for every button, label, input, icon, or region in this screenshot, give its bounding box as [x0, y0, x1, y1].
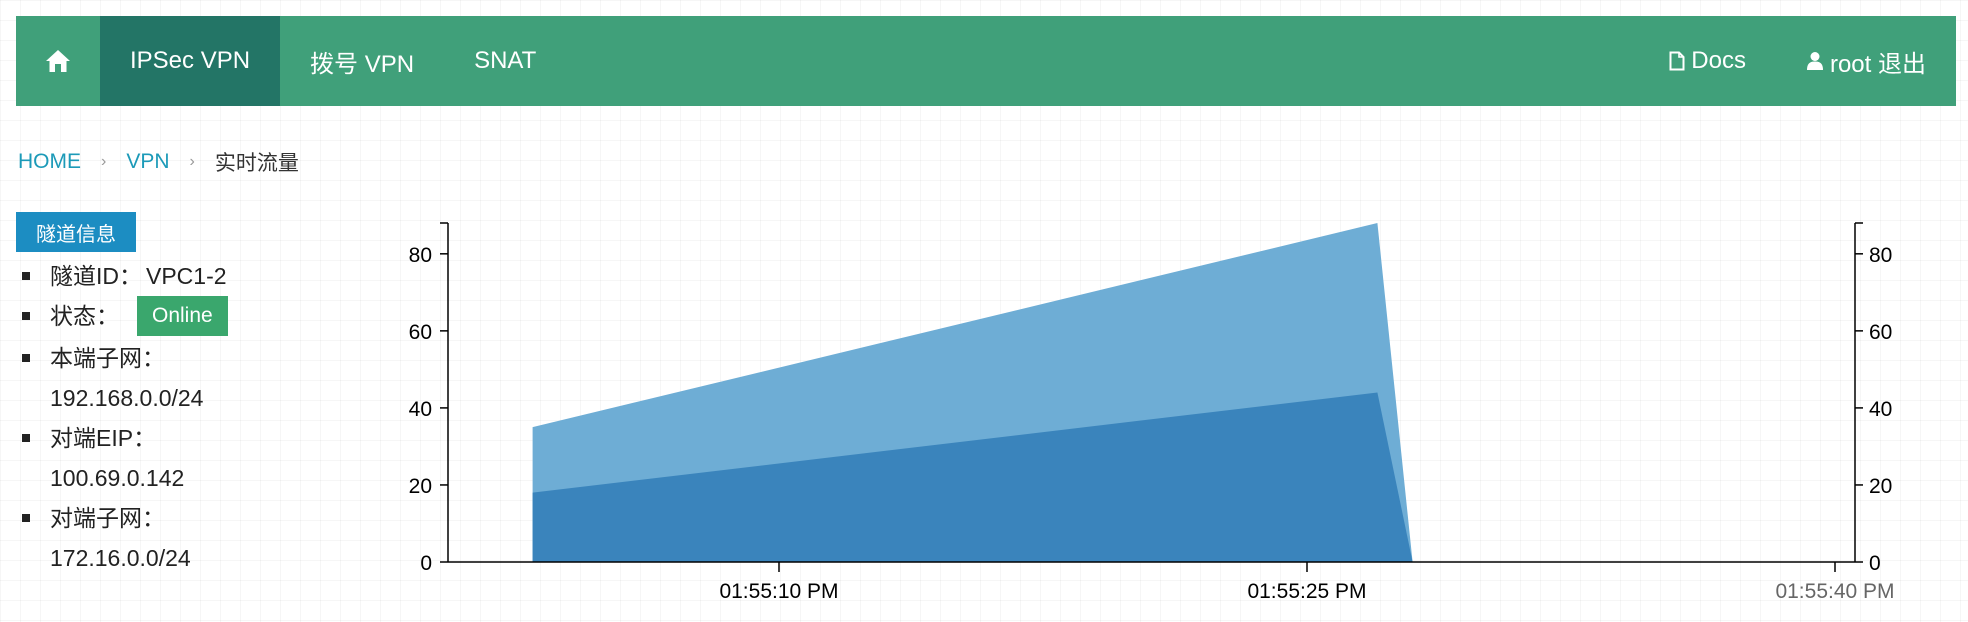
tunnel-id-item: 隧道ID： VPC1-2 — [20, 256, 228, 296]
y-tick-label-left: 20 — [409, 475, 432, 498]
docs-label: Docs — [1691, 47, 1746, 74]
local-subnet-value: 192.168.0.0/24 — [50, 384, 204, 411]
breadcrumb: HOME › VPN › 实时流量 — [18, 147, 299, 177]
x-tick-label: 01:55:40 PM — [1775, 580, 1894, 603]
top-navbar: IPSec VPN 拨号 VPN SNAT Docs root 退出 — [16, 16, 1956, 106]
y-tick-label-right: 0 — [1869, 552, 1881, 575]
document-icon — [1669, 51, 1685, 71]
local-subnet-label: 本端子网： — [50, 344, 165, 371]
breadcrumb-separator: › — [101, 153, 107, 170]
y-tick-label-right: 40 — [1869, 398, 1892, 421]
y-tick-label-left: 0 — [420, 552, 432, 575]
remote-subnet-value: 172.16.0.0/24 — [50, 544, 191, 571]
y-tick-label-right: 80 — [1869, 244, 1892, 267]
x-tick-label: 01:55:25 PM — [1247, 580, 1366, 603]
nav-item-ipsec-vpn[interactable]: IPSec VPN — [100, 16, 281, 106]
nav-user-logout[interactable]: root 退出 — [1776, 16, 1956, 106]
area-series-1 — [532, 392, 1413, 562]
y-tick-label-left: 80 — [409, 244, 432, 267]
user-logout-label: root 退出 — [1829, 50, 1926, 78]
breadcrumb-current: 实时流量 — [214, 152, 299, 175]
breadcrumb-home-link[interactable]: HOME — [18, 150, 81, 173]
tunnel-info-title: 隧道信息 — [16, 212, 136, 252]
tunnel-status-label: 状态： — [50, 303, 119, 329]
status-badge: Online — [137, 295, 228, 336]
nav-item-label: IPSec VPN — [130, 47, 251, 74]
user-icon — [1806, 52, 1823, 70]
nav-item-dial-vpn[interactable]: 拨号 VPN — [280, 16, 444, 106]
home-icon — [46, 50, 70, 72]
nav-item-snat[interactable]: SNAT — [444, 16, 566, 106]
y-tick-label-right: 20 — [1869, 475, 1892, 498]
tunnel-status-item: 状态： Online — [20, 295, 228, 338]
nav-item-label: 拨号 VPN — [310, 50, 415, 78]
nav-docs-link[interactable]: Docs — [1639, 16, 1776, 106]
tunnel-id-value: VPC1-2 — [146, 263, 227, 289]
remote-subnet-item: 对端子网： 172.16.0.0/24 — [20, 498, 228, 578]
remote-subnet-label: 对端子网： — [50, 504, 165, 531]
nav-item-label: SNAT — [474, 47, 537, 74]
y-tick-label-left: 60 — [409, 321, 432, 344]
y-tick-label-right: 60 — [1869, 321, 1892, 344]
x-tick-label: 01:55:10 PM — [719, 580, 838, 603]
breadcrumb-separator: › — [189, 153, 195, 170]
local-subnet-item: 本端子网： 192.168.0.0/24 — [20, 338, 228, 418]
remote-eip-value: 100.69.0.142 — [50, 464, 185, 491]
tunnel-info-list: 隧道ID： VPC1-2 状态： Online 本端子网： 192.168.0.0/… — [20, 256, 228, 578]
nav-home-button[interactable] — [16, 16, 100, 106]
remote-eip-item: 对端EIP： 100.69.0.142 — [20, 418, 228, 498]
y-tick-label-left: 40 — [409, 398, 432, 421]
tunnel-id-label: 隧道ID： — [50, 263, 142, 289]
breadcrumb-vpn-link[interactable]: VPN — [126, 150, 170, 173]
remote-eip-label: 对端EIP： — [50, 424, 157, 451]
